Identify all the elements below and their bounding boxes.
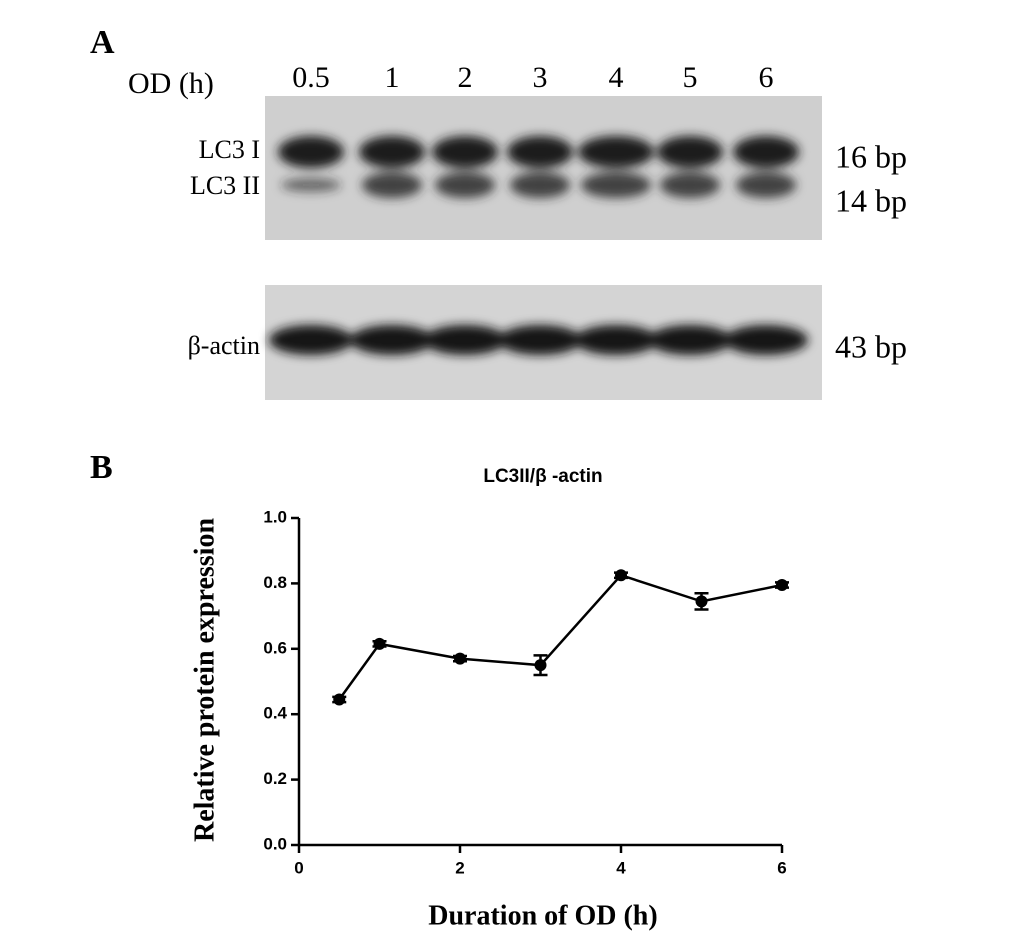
lane-label: 5 — [683, 61, 698, 94]
band — [736, 172, 796, 198]
y-tick-label: 0.4 — [263, 704, 287, 723]
lane-label: 2 — [458, 61, 473, 94]
data-point — [776, 579, 788, 592]
y-tick-label: 0.6 — [263, 638, 287, 657]
band-label: LC3 I — [199, 135, 260, 164]
band — [359, 136, 425, 168]
band — [510, 172, 570, 198]
lane-label: 0.5 — [292, 61, 330, 94]
band — [657, 136, 723, 168]
data-point — [695, 595, 708, 608]
band-size: 16 bp — [835, 138, 907, 174]
y-tick-label: 1.0 — [263, 507, 287, 526]
band-size: 43 bp — [835, 328, 907, 364]
x-tick-label: 0 — [294, 858, 303, 877]
data-point — [534, 659, 547, 672]
band-label: β-actin — [188, 331, 260, 360]
band — [432, 136, 498, 168]
lane-label: 3 — [533, 61, 548, 94]
bands — [269, 136, 808, 355]
y-axis-label: Relative protein expression — [189, 518, 220, 842]
band-label: LC3 II — [190, 171, 260, 200]
band — [269, 325, 353, 355]
data-point — [373, 637, 386, 650]
x-tick-label: 6 — [777, 858, 786, 877]
lane-label: 4 — [609, 61, 624, 94]
chart-title: LC3II/β -actin — [483, 466, 602, 487]
band — [423, 325, 507, 355]
band — [435, 172, 495, 198]
band — [574, 325, 658, 355]
band — [733, 136, 799, 168]
band — [660, 172, 720, 198]
band — [578, 136, 654, 168]
lane-label: 1 — [385, 61, 400, 94]
panel-label: A — [90, 24, 115, 61]
lane-labels: 0.5 1 2 3 4 5 6 — [292, 61, 773, 94]
y-tick-label: 0.0 — [263, 834, 287, 853]
band — [507, 136, 573, 168]
band — [281, 178, 341, 192]
band — [362, 172, 422, 198]
band — [498, 325, 582, 355]
band — [581, 172, 651, 198]
band — [648, 325, 732, 355]
x-axis-label: Duration of OD (h) — [428, 900, 657, 931]
lane-label: 6 — [759, 61, 774, 94]
y-tick-label: 0.8 — [263, 573, 287, 592]
y-tick-label: 0.2 — [263, 769, 287, 788]
data-point — [454, 652, 466, 665]
band-size: 14 bp — [835, 182, 907, 218]
blot-lc3 — [265, 96, 822, 240]
lane-axis-label: OD (h) — [128, 67, 214, 100]
x-tick-label: 2 — [455, 858, 464, 877]
series-line — [338, 573, 783, 701]
band — [724, 325, 808, 355]
band — [278, 136, 344, 168]
x-tick-label: 4 — [616, 858, 626, 877]
data-point — [333, 693, 346, 706]
panel-label: B — [90, 449, 113, 486]
data-point — [615, 569, 627, 582]
band — [350, 325, 434, 355]
